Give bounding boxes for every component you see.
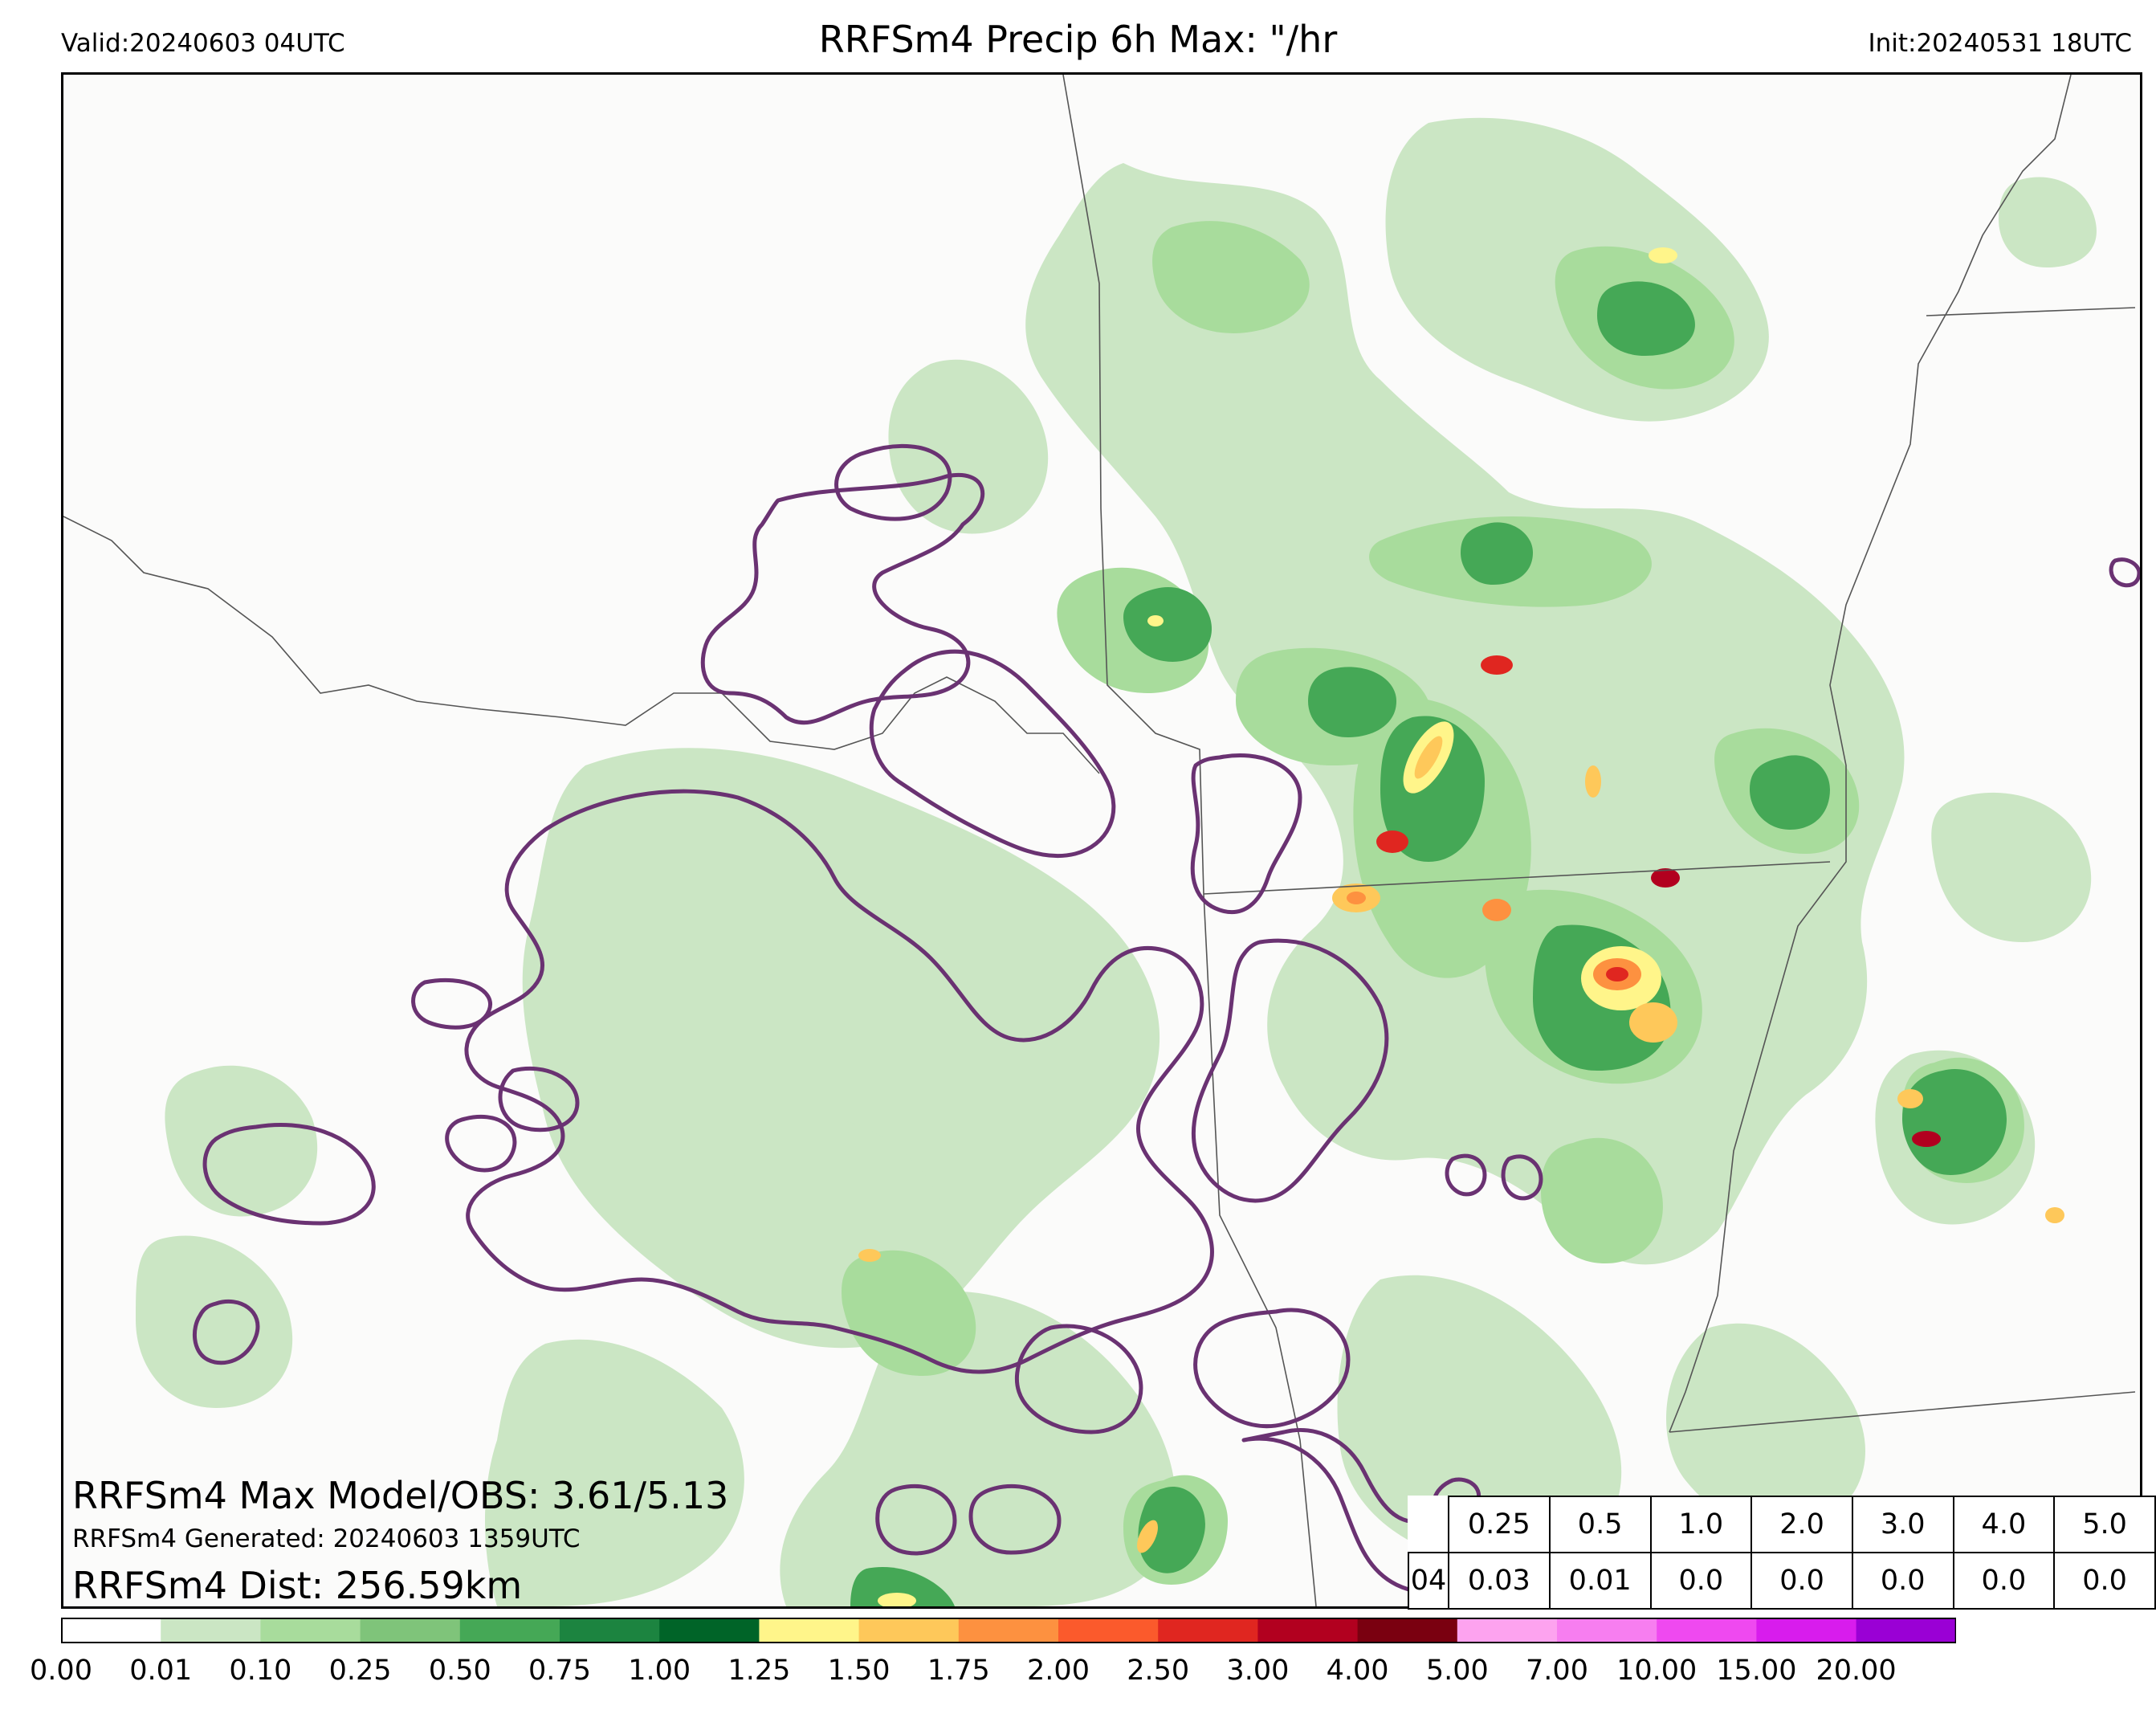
colorbar-frame [61,1618,1956,1643]
intense-precip-layer [858,247,2064,1606]
colorbar-segment [161,1618,261,1643]
state-borders [63,75,2136,1606]
colorbar-segment [1357,1618,1458,1643]
threshold-header-cell: 4.0 [1952,1496,2056,1553]
init-time-label: Init:20240531 18UTC [1868,29,2132,58]
colorbar-tick-label: 0.10 [229,1655,292,1687]
max-model-obs-stat: RRFSm4 Max Model/OBS: 3.61/5.13 [72,1474,729,1517]
colorbar-segment [1457,1618,1558,1643]
colorbar-segment [1856,1618,1956,1643]
colorbar-segment [759,1618,860,1643]
colorbar-tick-label: 20.00 [1816,1655,1897,1687]
threshold-value-cell: 0.0 [1649,1552,1753,1610]
colorbar-tick-label: 0.50 [428,1655,491,1687]
threshold-value-cell: 0.0 [1750,1552,1853,1610]
threshold-header-cell: 1.0 [1649,1496,1753,1553]
colorbar-segment [560,1618,660,1643]
threshold-value-cell: 0.0 [2053,1552,2156,1610]
threshold-value-cell: 0.0 [1851,1552,1954,1610]
colorbar-tick-label: 2.00 [1027,1655,1090,1687]
colorbar-segment [1557,1618,1657,1643]
colorbar-segment [360,1618,461,1643]
precip-map-canvas [63,75,2140,1606]
light-precip-layer [136,117,2097,1606]
colorbar-tick-label: 0.00 [30,1655,92,1687]
colorbar-tick-label: 2.50 [1127,1655,1190,1687]
colorbar-segment [858,1618,960,1643]
threshold-header-cell: 0.5 [1548,1496,1652,1553]
colorbar-segment [260,1618,361,1643]
colorbar-segment [659,1618,760,1643]
colorbar-segment [958,1618,1059,1643]
colorbar-tick-label: 4.00 [1326,1655,1389,1687]
colorbar-tick-label: 10.00 [1616,1655,1697,1687]
colorbar-tick-label: 15.00 [1716,1655,1797,1687]
colorbar-tick-label: 5.00 [1425,1655,1489,1687]
threshold-header-cell: 0.25 [1447,1496,1551,1553]
threshold-value-cell: 0.03 [1447,1552,1551,1610]
threshold-header-cell: 2.0 [1750,1496,1853,1553]
colorbar-segment [459,1618,560,1643]
threshold-value-cell: 0.0 [1952,1552,2056,1610]
colorbar-tick-label: 3.00 [1226,1655,1290,1687]
colorbar-tick-label: 0.25 [328,1655,392,1687]
colorbar-segment [1158,1618,1258,1643]
distance-stat: RRFSm4 Dist: 256.59km [72,1564,523,1607]
colorbar-tick-label: 1.25 [727,1655,791,1687]
colorbar-segment [1657,1618,1757,1643]
threshold-row-label: 04 [1408,1552,1449,1610]
precip-map [61,72,2142,1609]
colorbar-segment [1257,1618,1359,1643]
chart-title: RRFSm4 Precip 6h Max: "/hr [818,18,1338,61]
colorbar-tick-label: 1.75 [927,1655,990,1687]
colorbar-tick-label: 7.00 [1526,1655,1588,1687]
threshold-table: 0.25 0.5 1.0 2.0 3.0 4.0 5.0 04 0.03 0.0… [1408,1496,2156,1610]
valid-time-label: Valid:20240603 04UTC [61,29,345,58]
threshold-value-cell: 0.01 [1548,1552,1652,1610]
colorbar-segment [1756,1618,1857,1643]
colorbar [61,1617,1956,1644]
colorbar-tick-label: 1.50 [827,1655,891,1687]
colorbar-segment [61,1618,161,1643]
threshold-header-cell: 5.0 [2053,1496,2156,1553]
threshold-header-cell: 3.0 [1851,1496,1954,1553]
generated-time-stat: RRFSm4 Generated: 20240603 1359UTC [72,1524,581,1553]
colorbar-tick-label: 0.01 [129,1655,193,1687]
colorbar-segment [1058,1618,1159,1643]
colorbar-tick-label: 1.00 [628,1655,691,1687]
threshold-corner-cell [1408,1496,1449,1553]
colorbar-tick-label: 0.75 [528,1655,591,1687]
